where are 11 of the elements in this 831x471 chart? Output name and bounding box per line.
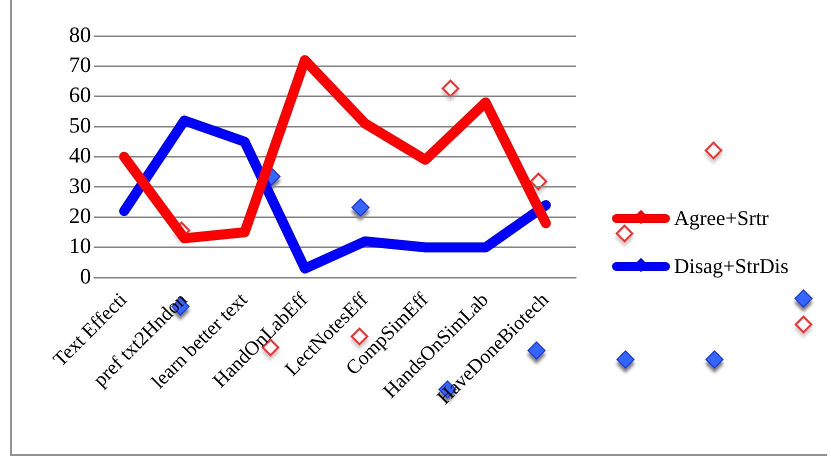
y-tick-label: 40 — [69, 142, 91, 168]
y-tick-label: 30 — [69, 172, 91, 198]
y-tick-label: 70 — [69, 52, 91, 77]
y-tick-label: 0 — [80, 263, 91, 288]
y-tick-label: 20 — [69, 202, 91, 228]
y-tick-label: 80 — [69, 22, 91, 47]
y-tick-label: 10 — [69, 233, 91, 258]
legend-label: Disag+StrDis — [674, 254, 789, 278]
y-tick-label: 60 — [69, 82, 91, 108]
y-tick-label: 50 — [69, 112, 91, 138]
legend-label: Agree+Srtr — [674, 206, 769, 230]
